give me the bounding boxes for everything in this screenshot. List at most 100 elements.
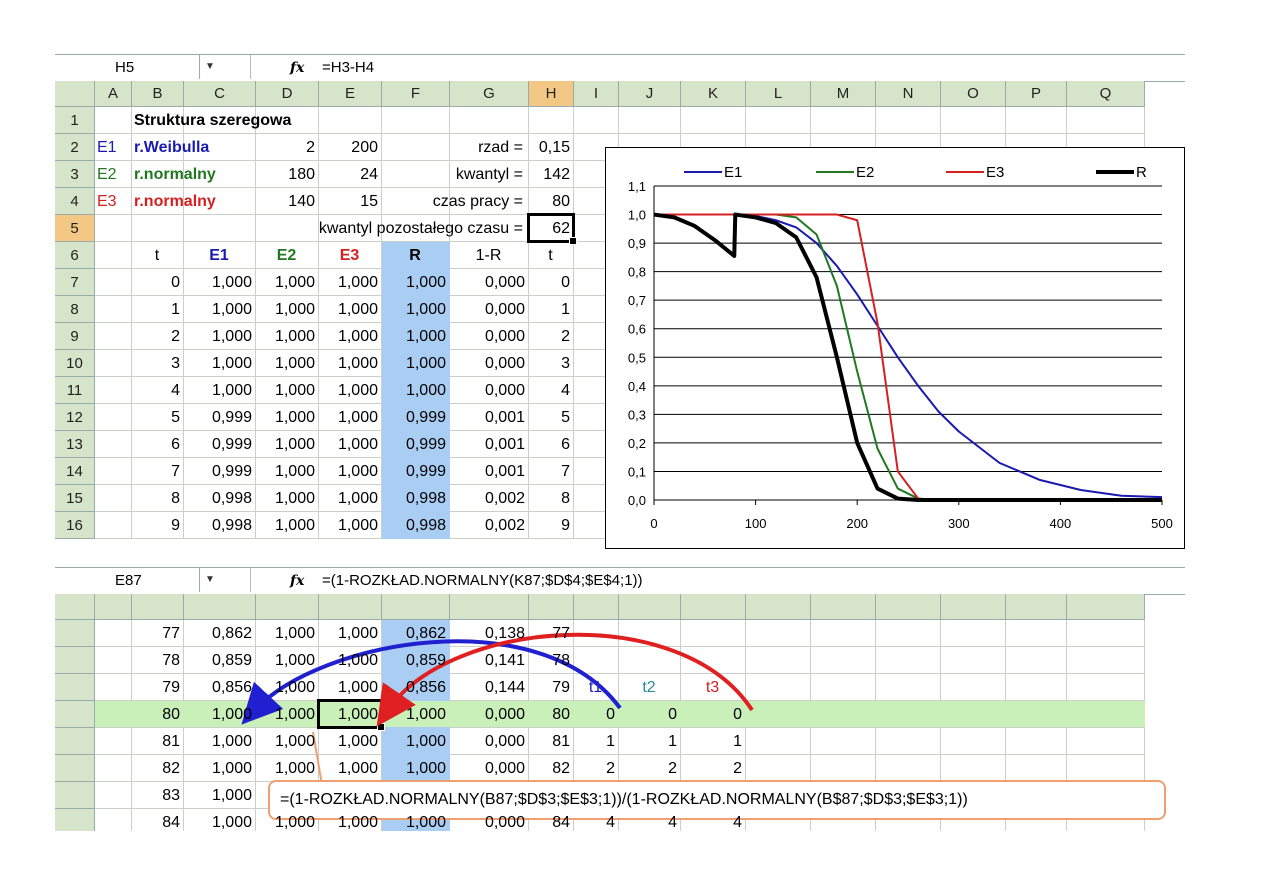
table-cell[interactable]: 82 bbox=[162, 760, 180, 777]
table-cell[interactable]: 1,000 bbox=[337, 436, 378, 453]
table-cell[interactable]: 7 bbox=[561, 463, 570, 480]
table-cell[interactable]: 0,856 bbox=[211, 679, 252, 696]
column-header-I[interactable] bbox=[574, 594, 619, 620]
column-header-L[interactable] bbox=[746, 594, 811, 620]
table-cell[interactable] bbox=[621, 620, 677, 647]
column-header-Q[interactable] bbox=[1067, 594, 1145, 620]
table-cell[interactable]: 1,000 bbox=[337, 679, 378, 696]
table-cell[interactable]: 0,998 bbox=[405, 490, 446, 507]
row-header[interactable]: 10 bbox=[55, 350, 95, 377]
table-cell[interactable]: 81 bbox=[552, 733, 570, 750]
table-cell[interactable]: 1,000 bbox=[211, 706, 252, 723]
component-id[interactable]: E1 bbox=[97, 139, 117, 156]
column-header-P[interactable]: P bbox=[1006, 81, 1067, 107]
table-cell[interactable]: 0,999 bbox=[211, 436, 252, 453]
table-cell[interactable]: 4 bbox=[171, 382, 180, 399]
row-header[interactable]: 4 bbox=[55, 188, 95, 215]
column-header-K[interactable] bbox=[681, 594, 746, 620]
column-header-L[interactable]: L bbox=[746, 81, 811, 107]
table-cell[interactable]: 0,000 bbox=[484, 760, 525, 777]
table-cell[interactable]: 79 bbox=[552, 679, 570, 696]
column-header-G[interactable]: G bbox=[450, 81, 529, 107]
row-header[interactable]: 7 bbox=[55, 269, 95, 296]
table-cell[interactable]: 0,000 bbox=[484, 274, 525, 291]
table-cell[interactable]: 1 bbox=[171, 301, 180, 318]
table-cell[interactable]: 6 bbox=[561, 436, 570, 453]
table-cell[interactable] bbox=[621, 647, 677, 674]
table-cell[interactable]: 1,000 bbox=[211, 814, 252, 831]
table-cell[interactable]: 1,000 bbox=[274, 679, 315, 696]
row-header[interactable] bbox=[55, 782, 95, 809]
czas-pracy-value[interactable]: 80 bbox=[552, 193, 570, 210]
table-cell[interactable]: 1,000 bbox=[337, 814, 378, 831]
table-cell[interactable]: 1,000 bbox=[274, 382, 315, 399]
table-cell[interactable]: 1 bbox=[561, 301, 570, 318]
select-all-corner[interactable] bbox=[55, 81, 95, 107]
table-cell[interactable]: 0,859 bbox=[211, 652, 252, 669]
table-cell[interactable]: 3 bbox=[561, 355, 570, 372]
table-cell[interactable]: 1,000 bbox=[274, 409, 315, 426]
row-header[interactable]: 2 bbox=[55, 134, 95, 161]
table-cell[interactable]: 1,000 bbox=[274, 733, 315, 750]
table-cell[interactable]: 78 bbox=[552, 652, 570, 669]
table-cell[interactable]: 1,000 bbox=[211, 787, 252, 804]
table-cell[interactable]: 80 bbox=[552, 706, 570, 723]
table-cell[interactable]: 0,856 bbox=[405, 679, 446, 696]
name-box-dropdown-icon-bottom[interactable]: ▼ bbox=[205, 574, 215, 585]
table-cell[interactable] bbox=[576, 620, 615, 647]
column-header-F[interactable] bbox=[382, 594, 450, 620]
table-cell[interactable]: 1,000 bbox=[274, 706, 315, 723]
table-cell[interactable]: 1,000 bbox=[405, 328, 446, 345]
column-header-C[interactable]: C bbox=[184, 81, 256, 107]
table-cell[interactable]: 4 bbox=[606, 814, 615, 831]
table-cell[interactable]: 0,001 bbox=[484, 409, 525, 426]
table-cell[interactable]: 0 bbox=[668, 706, 677, 723]
sheet-title[interactable]: Struktura szeregowa bbox=[134, 112, 292, 129]
table-cell[interactable]: 0,859 bbox=[405, 652, 446, 669]
row-header[interactable]: 12 bbox=[55, 404, 95, 431]
row-header[interactable] bbox=[55, 674, 95, 701]
column-header-B[interactable]: B bbox=[132, 81, 184, 107]
table-cell[interactable] bbox=[683, 647, 742, 674]
table-cell[interactable]: 8 bbox=[171, 490, 180, 507]
table-cell[interactable]: 0,000 bbox=[484, 814, 525, 831]
param-2[interactable]: 24 bbox=[360, 166, 378, 183]
table-cell[interactable]: 77 bbox=[552, 625, 570, 642]
table-cell[interactable]: 0,000 bbox=[484, 328, 525, 345]
column-header-M[interactable] bbox=[811, 594, 876, 620]
table-cell[interactable]: 0 bbox=[561, 274, 570, 291]
column-header-A[interactable] bbox=[95, 594, 132, 620]
table-cell[interactable]: 0,862 bbox=[211, 625, 252, 642]
table-cell[interactable]: 0,000 bbox=[484, 706, 525, 723]
table-cell[interactable]: 1,000 bbox=[405, 733, 446, 750]
table-cell[interactable]: 0 bbox=[733, 706, 742, 723]
table-cell[interactable] bbox=[321, 782, 378, 809]
table-cell[interactable]: 1 bbox=[668, 733, 677, 750]
select-all-corner[interactable] bbox=[55, 594, 95, 620]
table-cell[interactable]: 1,000 bbox=[337, 382, 378, 399]
table-cell[interactable]: 77 bbox=[162, 625, 180, 642]
formula-input-bottom[interactable]: =(1-ROZKŁAD.NORMALNY(K87;$D$4;$E$4;1)) bbox=[322, 572, 643, 589]
table-cell[interactable]: 1,000 bbox=[274, 625, 315, 642]
table-cell[interactable]: 1,000 bbox=[405, 355, 446, 372]
row-header[interactable] bbox=[55, 809, 95, 831]
table-cell[interactable]: 0,002 bbox=[484, 517, 525, 534]
row-header[interactable]: 6 bbox=[55, 242, 95, 269]
column-header-N[interactable]: N bbox=[876, 81, 941, 107]
table-cell[interactable]: 1,000 bbox=[211, 274, 252, 291]
table-cell[interactable] bbox=[621, 782, 677, 809]
table-cell[interactable] bbox=[452, 782, 525, 809]
table-cell[interactable]: 0,999 bbox=[211, 463, 252, 480]
column-header-E[interactable]: E bbox=[319, 81, 382, 107]
table-cell[interactable]: 0,002 bbox=[484, 490, 525, 507]
row-header[interactable]: 11 bbox=[55, 377, 95, 404]
name-box-bottom[interactable]: E87 bbox=[55, 568, 200, 592]
table-cell[interactable]: 1,000 bbox=[405, 382, 446, 399]
param-1[interactable]: 140 bbox=[288, 193, 315, 210]
table-header[interactable]: R bbox=[409, 247, 421, 264]
reliability-chart[interactable]: 0,0 0,1 0,2 0,3 0,4 0,5 0,6 0,7 0,8 0,9 1,0 1,1 0 100… bbox=[605, 147, 1185, 549]
param-2[interactable]: 200 bbox=[351, 139, 378, 156]
row-header[interactable] bbox=[55, 728, 95, 755]
table-cell[interactable]: 1,000 bbox=[274, 301, 315, 318]
table-cell[interactable]: 82 bbox=[552, 760, 570, 777]
